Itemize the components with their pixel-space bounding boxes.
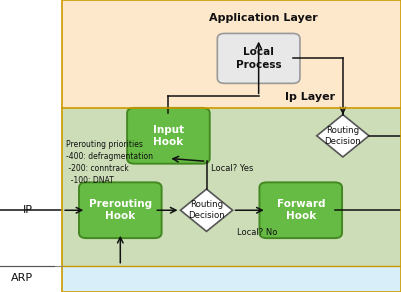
Polygon shape — [180, 189, 233, 231]
FancyBboxPatch shape — [127, 108, 210, 164]
Text: Ip Layer: Ip Layer — [285, 92, 335, 102]
Polygon shape — [317, 114, 369, 157]
Bar — [62, 0, 401, 292]
Bar — [0, 0, 62, 292]
Bar — [62, 266, 401, 292]
FancyBboxPatch shape — [259, 182, 342, 238]
Text: Routing
Decision: Routing Decision — [324, 126, 361, 146]
Text: IP: IP — [23, 205, 33, 215]
Text: Prerouting
Hook: Prerouting Hook — [89, 199, 152, 221]
FancyBboxPatch shape — [217, 33, 300, 84]
Text: Local? Yes: Local? Yes — [211, 164, 253, 173]
Bar — [62, 108, 401, 266]
Text: Input
Hook: Input Hook — [153, 125, 184, 147]
Text: Local? No: Local? No — [237, 228, 277, 237]
Text: Forward
Hook: Forward Hook — [277, 199, 325, 221]
Text: ARP: ARP — [11, 273, 33, 283]
Text: Prerouting priorities
-400: defragmentation
 -200: conntrack
  -100: DNAT: Prerouting priorities -400: defragmentat… — [66, 140, 153, 185]
Text: Routing
Decision: Routing Decision — [188, 200, 225, 220]
Bar — [62, 0, 401, 108]
Text: Local
Process: Local Process — [236, 47, 282, 69]
Text: Application Layer: Application Layer — [209, 13, 318, 23]
FancyBboxPatch shape — [79, 182, 162, 238]
